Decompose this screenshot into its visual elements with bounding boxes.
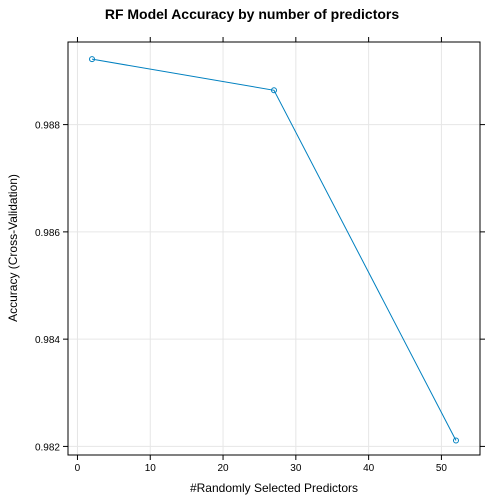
x-tick-label: 50 bbox=[436, 463, 448, 474]
data-point bbox=[89, 56, 96, 63]
plot-frame bbox=[67, 41, 481, 456]
x-tick-label: 0 bbox=[75, 463, 81, 474]
grid bbox=[68, 42, 480, 455]
x-tick-label: 40 bbox=[363, 463, 375, 474]
chart-title: RF Model Accuracy by number of predictor… bbox=[105, 6, 400, 22]
data-point bbox=[452, 437, 459, 444]
y-tick-label: 0.984 bbox=[35, 335, 60, 346]
axis-ticks: 0 10 20 30 40 50 0.982 0.984 0.986 0.988 bbox=[35, 37, 485, 474]
series-line bbox=[91, 58, 457, 441]
series-layer bbox=[89, 56, 459, 444]
x-tick-label: 20 bbox=[217, 463, 229, 474]
x-tick-label: 30 bbox=[290, 463, 302, 474]
y-tick-label: 0.982 bbox=[35, 442, 60, 453]
y-tick-label: 0.988 bbox=[35, 121, 60, 132]
data-point bbox=[271, 87, 277, 94]
x-axis-label: #Randomly Selected Predictors bbox=[190, 481, 358, 495]
x-tick-label: 10 bbox=[145, 463, 157, 474]
y-tick-label: 0.986 bbox=[35, 228, 60, 239]
y-axis-label: Accuracy (Cross-Validation) bbox=[6, 174, 20, 322]
